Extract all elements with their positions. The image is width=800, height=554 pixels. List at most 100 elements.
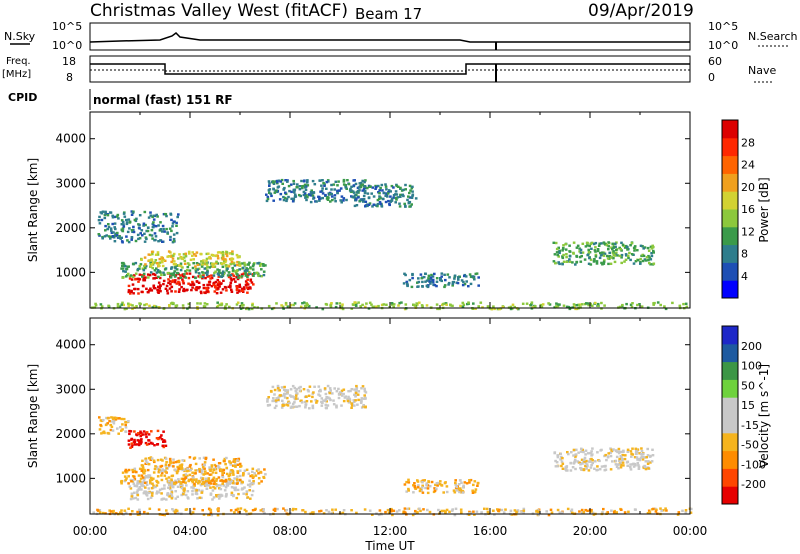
velocity-colorbar-tick: 200 — [741, 340, 762, 353]
velocity-echo-cell — [133, 475, 136, 478]
power-echo-cell — [275, 302, 278, 305]
power-echo-cell — [591, 241, 594, 245]
power-echo-cell — [315, 200, 318, 203]
velocity-echo-cell — [155, 437, 159, 440]
velocity-echo-cell — [619, 466, 623, 469]
velocity-echo-cell — [203, 461, 207, 464]
power-echo-cell — [230, 279, 233, 282]
power-echo-cell — [406, 282, 409, 286]
velocity-echo-cell — [664, 507, 667, 510]
velocity-echo-cell — [229, 463, 232, 466]
power-echo-cell — [294, 193, 297, 196]
power-echo-cell — [196, 307, 199, 310]
power-echo-cell — [435, 280, 439, 283]
velocity-echo-cell — [112, 422, 116, 425]
power-echo-cell — [339, 199, 342, 202]
power-echo-cell — [684, 302, 688, 305]
power-echo-cell — [279, 192, 283, 196]
power-echo-cell — [144, 264, 148, 268]
power-echo-cell — [557, 255, 560, 258]
velocity-echo-cell — [496, 508, 499, 511]
power-echo-cell — [633, 249, 636, 252]
velocity-echo-cell — [604, 468, 608, 471]
power-echo-cell — [197, 281, 201, 284]
power-echo-cell — [139, 302, 142, 306]
power-echo-cell — [132, 225, 135, 229]
power-echo-cell — [138, 264, 142, 268]
power-echo-cell — [249, 287, 252, 290]
power-echo-cell — [218, 303, 221, 306]
velocity-echo-cell — [213, 463, 217, 467]
power-echo-cell — [134, 278, 137, 281]
power-echo-cell — [575, 246, 579, 249]
velocity-echo-cell — [559, 452, 562, 456]
power-echo-cell — [140, 258, 143, 261]
power-echo-cell — [156, 215, 159, 218]
power-echo-cell — [356, 189, 360, 193]
power-echo-cell — [525, 302, 529, 305]
velocity-echo-cell — [105, 416, 108, 420]
power-echo-cell — [152, 224, 156, 227]
velocity-echo-cell — [160, 474, 163, 477]
power-echo-cell — [267, 304, 271, 308]
power-echo-cell — [399, 195, 402, 198]
velocity-echo-cell — [121, 471, 125, 474]
power-echo-cell — [131, 275, 135, 279]
velocity-echo-cell — [196, 482, 200, 485]
power-echo-cell — [293, 302, 297, 305]
velocity-echo-cell — [231, 482, 235, 485]
power-echo-cell — [442, 302, 445, 306]
velocity-echo-cell — [192, 507, 196, 511]
velocity-echo-cell — [583, 456, 587, 460]
power-echo-cell — [359, 198, 363, 202]
power-echo-cell — [498, 307, 501, 311]
velocity-echo-cell — [468, 512, 471, 515]
velocity-echo-cell — [600, 465, 604, 468]
power-echo-cell — [224, 264, 228, 267]
power-echo-cell — [623, 246, 627, 249]
power-echo-cell — [241, 287, 244, 290]
power-echo-cell — [521, 302, 525, 305]
power-echo-cell — [553, 306, 556, 309]
velocity-echo-cell — [136, 482, 139, 485]
power-echo-cell — [272, 199, 275, 202]
power-echo-cell — [172, 220, 176, 223]
velocity-echo-cell — [311, 406, 315, 410]
power-echo-cell — [356, 191, 359, 194]
power-echo-cell — [219, 291, 223, 294]
velocity-echo-cell — [109, 510, 113, 513]
power-echo-cell — [359, 185, 362, 189]
velocity-echo-cell — [248, 479, 251, 482]
power-echo-cell — [427, 277, 430, 280]
power-echo-cell — [299, 194, 302, 198]
power-echo-cell — [334, 305, 338, 309]
power-echo-cell — [185, 272, 189, 275]
power-echo-cell — [390, 302, 394, 305]
velocity-echo-cell — [147, 474, 150, 477]
power-echo-cell — [329, 304, 332, 307]
power-echo-cell — [298, 193, 301, 197]
velocity-echo-cell — [145, 483, 149, 486]
velocity-echo-cell — [160, 478, 164, 482]
velocity-echo-cell — [236, 475, 239, 478]
velocity-echo-cell — [214, 465, 218, 468]
power-echo-cell — [153, 239, 156, 242]
power-echo-cell — [603, 259, 606, 262]
velocity-echo-cell — [257, 477, 261, 480]
power-echo-cell — [601, 253, 604, 256]
power-echo-cell — [395, 184, 399, 188]
power-echo-cell — [230, 290, 234, 293]
velocity-echo-cell — [263, 468, 266, 471]
velocity-echo-cell — [268, 403, 272, 407]
velocity-echo-cell — [325, 406, 328, 410]
power-echo-cell — [592, 242, 596, 246]
velocity-colorbar-swatch — [722, 432, 738, 452]
power-echo-cell — [647, 249, 651, 252]
power-echo-cell — [151, 272, 155, 276]
power-echo-cell — [410, 196, 414, 199]
power-echo-cell — [220, 275, 223, 278]
velocity-echo-cell — [510, 513, 513, 516]
power-echo-cell — [319, 190, 322, 193]
power-echo-cell — [613, 260, 617, 264]
velocity-echo-cell — [633, 462, 637, 466]
